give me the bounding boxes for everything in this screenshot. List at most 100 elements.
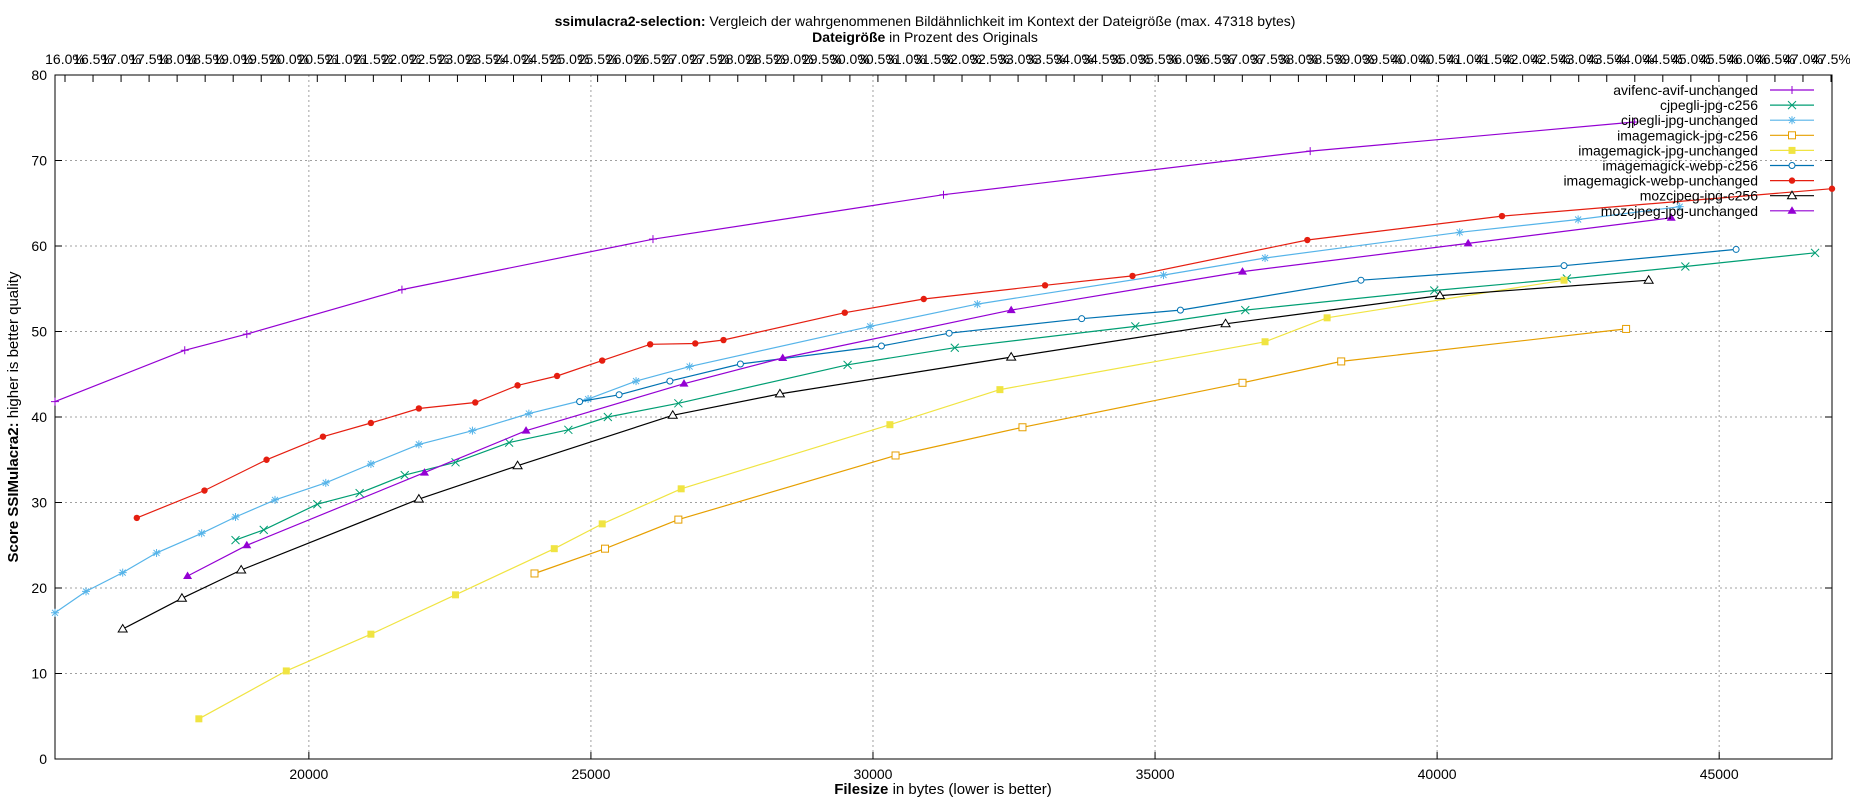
series-imagemagick-jpg-c256 <box>530 324 1631 578</box>
data-point <box>1810 248 1820 258</box>
data-point <box>152 548 161 557</box>
data-point <box>242 330 251 339</box>
data-point <box>530 569 539 578</box>
data-point <box>1429 286 1439 295</box>
x2-tick-label: 25.5% <box>578 51 618 67</box>
x2-tick-label: 20.5% <box>297 51 337 67</box>
legend-label: avifenc-avif-unchanged <box>1613 82 1758 98</box>
data-point <box>720 336 727 344</box>
data-point <box>231 513 240 522</box>
data-point <box>550 545 558 553</box>
data-point <box>259 525 269 535</box>
data-point <box>183 571 193 580</box>
data-point <box>646 341 654 348</box>
data-point <box>355 488 364 498</box>
x2-tick-label: 23.5% <box>466 51 506 67</box>
x2-tick-label: 33.5% <box>1026 51 1066 67</box>
x2-tick-label: 17.5% <box>129 51 169 67</box>
x2-tick-label: 30.5% <box>858 51 898 67</box>
data-point <box>321 478 330 487</box>
data-point <box>176 592 188 602</box>
series-line <box>534 328 1627 575</box>
data-point <box>82 587 91 596</box>
series-cjpegli-jpg-unchanged <box>51 202 1684 617</box>
series-line <box>198 279 1565 720</box>
x2-tick-label: 17.0% <box>101 51 141 67</box>
data-point <box>1498 212 1506 220</box>
data-point <box>1323 314 1331 322</box>
y-tick-label: 40 <box>31 409 47 425</box>
x2-tick-label: 31.0% <box>886 51 926 67</box>
data-point <box>584 395 593 404</box>
y-tick-label: 20 <box>31 580 47 596</box>
x2-tick-label: 41.0% <box>1447 51 1487 67</box>
data-point <box>774 388 786 398</box>
y-tick-label: 80 <box>31 67 47 83</box>
x2-tick-label: 38.0% <box>1279 51 1319 67</box>
x2-tick-label: 33.0% <box>998 51 1038 67</box>
x2-tick-label: 34.0% <box>1054 51 1094 67</box>
series-line <box>579 248 1737 403</box>
data-point <box>51 397 59 406</box>
data-point <box>1675 202 1684 211</box>
chart-title-bold: ssimulacra2-selection: <box>555 13 706 29</box>
data-point <box>945 329 953 337</box>
data-point <box>667 409 679 419</box>
data-point <box>1078 315 1086 323</box>
x2-tick-label: 24.0% <box>494 51 534 67</box>
data-point <box>996 386 1004 394</box>
x2-tick-label: 16.5% <box>73 51 113 67</box>
x-axis-title-rest: in bytes (lower is better) <box>888 781 1051 798</box>
chart-title: ssimulacra2-selection: Vergleich der wah… <box>555 13 1296 29</box>
data-point <box>1159 271 1168 280</box>
legend-label: cjpegli-jpg-unchanged <box>1621 112 1758 128</box>
data-point <box>51 608 59 617</box>
x2-tick-label: 26.0% <box>606 51 646 67</box>
x2-tick-label: 28.5% <box>746 51 786 67</box>
x2-tick-label: 34.5% <box>1082 51 1122 67</box>
y-tick-label: 10 <box>31 666 47 682</box>
chart-title-rest: Vergleich der wahrgenommenen Bildähnlich… <box>706 13 1296 29</box>
x2-tick-label: 39.0% <box>1335 51 1375 67</box>
data-point <box>180 346 189 355</box>
x2-tick-label: 38.5% <box>1307 51 1347 67</box>
data-point <box>451 457 460 467</box>
series-line <box>54 121 1635 403</box>
x2-tick-label: 42.5% <box>1531 51 1571 67</box>
data-point <box>1005 351 1017 361</box>
data-point <box>1337 357 1346 366</box>
data-point <box>263 456 270 463</box>
data-point <box>413 493 425 503</box>
data-point <box>598 520 606 528</box>
x2-tick-label: 28.0% <box>718 51 758 67</box>
x2-tick-label: 44.5% <box>1643 51 1683 67</box>
tick-layer: 0 10 20 30 40 50 60 70 80 20000 25000 30000 35000 400… <box>31 51 1850 782</box>
data-point <box>367 419 375 427</box>
legend-label: imagemagick-webp-c256 <box>1602 158 1758 174</box>
x2-tick-label: 45.0% <box>1671 51 1711 67</box>
x2-tick-label: 25.0% <box>550 51 590 67</box>
data-point <box>367 630 375 638</box>
data-point <box>1129 272 1136 280</box>
data-point <box>920 295 927 303</box>
legend-label: imagemagick-jpg-c256 <box>1617 127 1758 143</box>
x2-tick-label: 36.5% <box>1194 51 1234 67</box>
series-layer <box>51 118 1836 723</box>
data-point <box>504 438 514 448</box>
data-point <box>601 544 610 553</box>
data-point <box>235 564 247 574</box>
data-point <box>1304 236 1311 244</box>
series-line <box>136 188 1833 519</box>
x-axis-title: Filesize in bytes (lower is better) <box>834 781 1052 798</box>
x2-tick-label: 35.5% <box>1138 51 1178 67</box>
x2-tick-label: 29.5% <box>802 51 842 67</box>
grid-layer <box>55 75 1832 759</box>
data-point <box>891 451 900 460</box>
y-tick-label: 30 <box>31 495 47 511</box>
data-point <box>521 426 531 434</box>
data-point <box>1630 118 1639 127</box>
x2-tick-label: 18.0% <box>157 51 197 67</box>
data-point <box>736 360 744 368</box>
x2-tick-label: 41.5% <box>1475 51 1515 67</box>
x2-tick-label: 26.5% <box>634 51 674 67</box>
